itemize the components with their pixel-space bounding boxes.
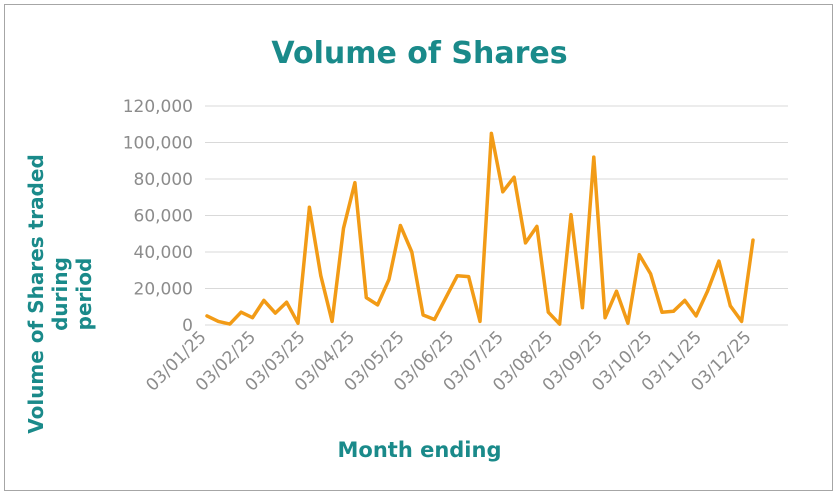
data-point xyxy=(398,224,402,228)
data-point xyxy=(262,298,266,302)
data-point xyxy=(694,314,698,318)
data-point xyxy=(330,319,334,323)
x-tick-labels: 03/01/2503/02/2503/03/2503/04/2503/05/25… xyxy=(142,327,755,395)
data-point xyxy=(546,310,550,314)
data-point xyxy=(603,316,607,320)
gridlines xyxy=(205,105,788,326)
x-axis-label: Month ending xyxy=(337,438,502,462)
data-point xyxy=(569,213,573,217)
data-point xyxy=(728,304,732,308)
data-point xyxy=(307,205,311,209)
data-point xyxy=(421,313,425,317)
data-point xyxy=(387,277,391,281)
data-point xyxy=(296,321,300,325)
data-point xyxy=(216,319,220,323)
y-tick-label: 60,000 xyxy=(134,207,193,227)
data-point xyxy=(637,253,641,257)
data-point xyxy=(740,319,744,323)
data-point xyxy=(649,272,653,276)
data-point xyxy=(706,289,709,293)
data-point xyxy=(353,181,357,185)
data-point xyxy=(228,322,232,326)
data-point xyxy=(660,310,664,314)
data-point xyxy=(489,131,493,135)
data-point xyxy=(410,250,414,254)
y-tick-label: 120,000 xyxy=(123,97,193,117)
data-point xyxy=(273,311,277,315)
series-group xyxy=(205,131,755,326)
data-point xyxy=(455,274,459,278)
data-point xyxy=(671,309,675,313)
data-point xyxy=(444,296,448,300)
y-tick-label: 100,000 xyxy=(123,134,193,154)
data-point xyxy=(239,310,243,314)
chart-title: Volume of Shares xyxy=(271,36,568,71)
data-point xyxy=(558,322,562,326)
data-point xyxy=(342,226,345,230)
data-point xyxy=(524,241,527,245)
data-point xyxy=(478,319,482,323)
data-point xyxy=(319,274,323,278)
chart-frame xyxy=(4,4,833,491)
data-point xyxy=(615,289,618,293)
data-point xyxy=(501,190,505,194)
y-tick-label: 80,000 xyxy=(134,170,193,190)
y-tick-labels: 0 20,000 40,000 60,000 80,000 100,000 120,000 xyxy=(123,97,193,336)
data-point xyxy=(376,303,380,307)
y-tick-label: 20,000 xyxy=(134,280,193,300)
data-point xyxy=(580,306,584,310)
data-point xyxy=(364,296,368,300)
data-point xyxy=(433,318,436,322)
data-point xyxy=(512,175,516,179)
data-point xyxy=(535,224,539,228)
data-point xyxy=(285,300,289,304)
data-point xyxy=(751,238,755,242)
data-point xyxy=(683,298,687,302)
y-tick-label: 0 xyxy=(182,316,193,336)
data-point xyxy=(467,275,471,279)
data-point xyxy=(251,316,254,320)
data-point xyxy=(717,259,721,263)
series-line xyxy=(205,131,755,326)
y-tick-label: 40,000 xyxy=(134,243,193,263)
data-point xyxy=(592,155,596,159)
data-point xyxy=(205,314,209,318)
data-point xyxy=(626,321,630,325)
